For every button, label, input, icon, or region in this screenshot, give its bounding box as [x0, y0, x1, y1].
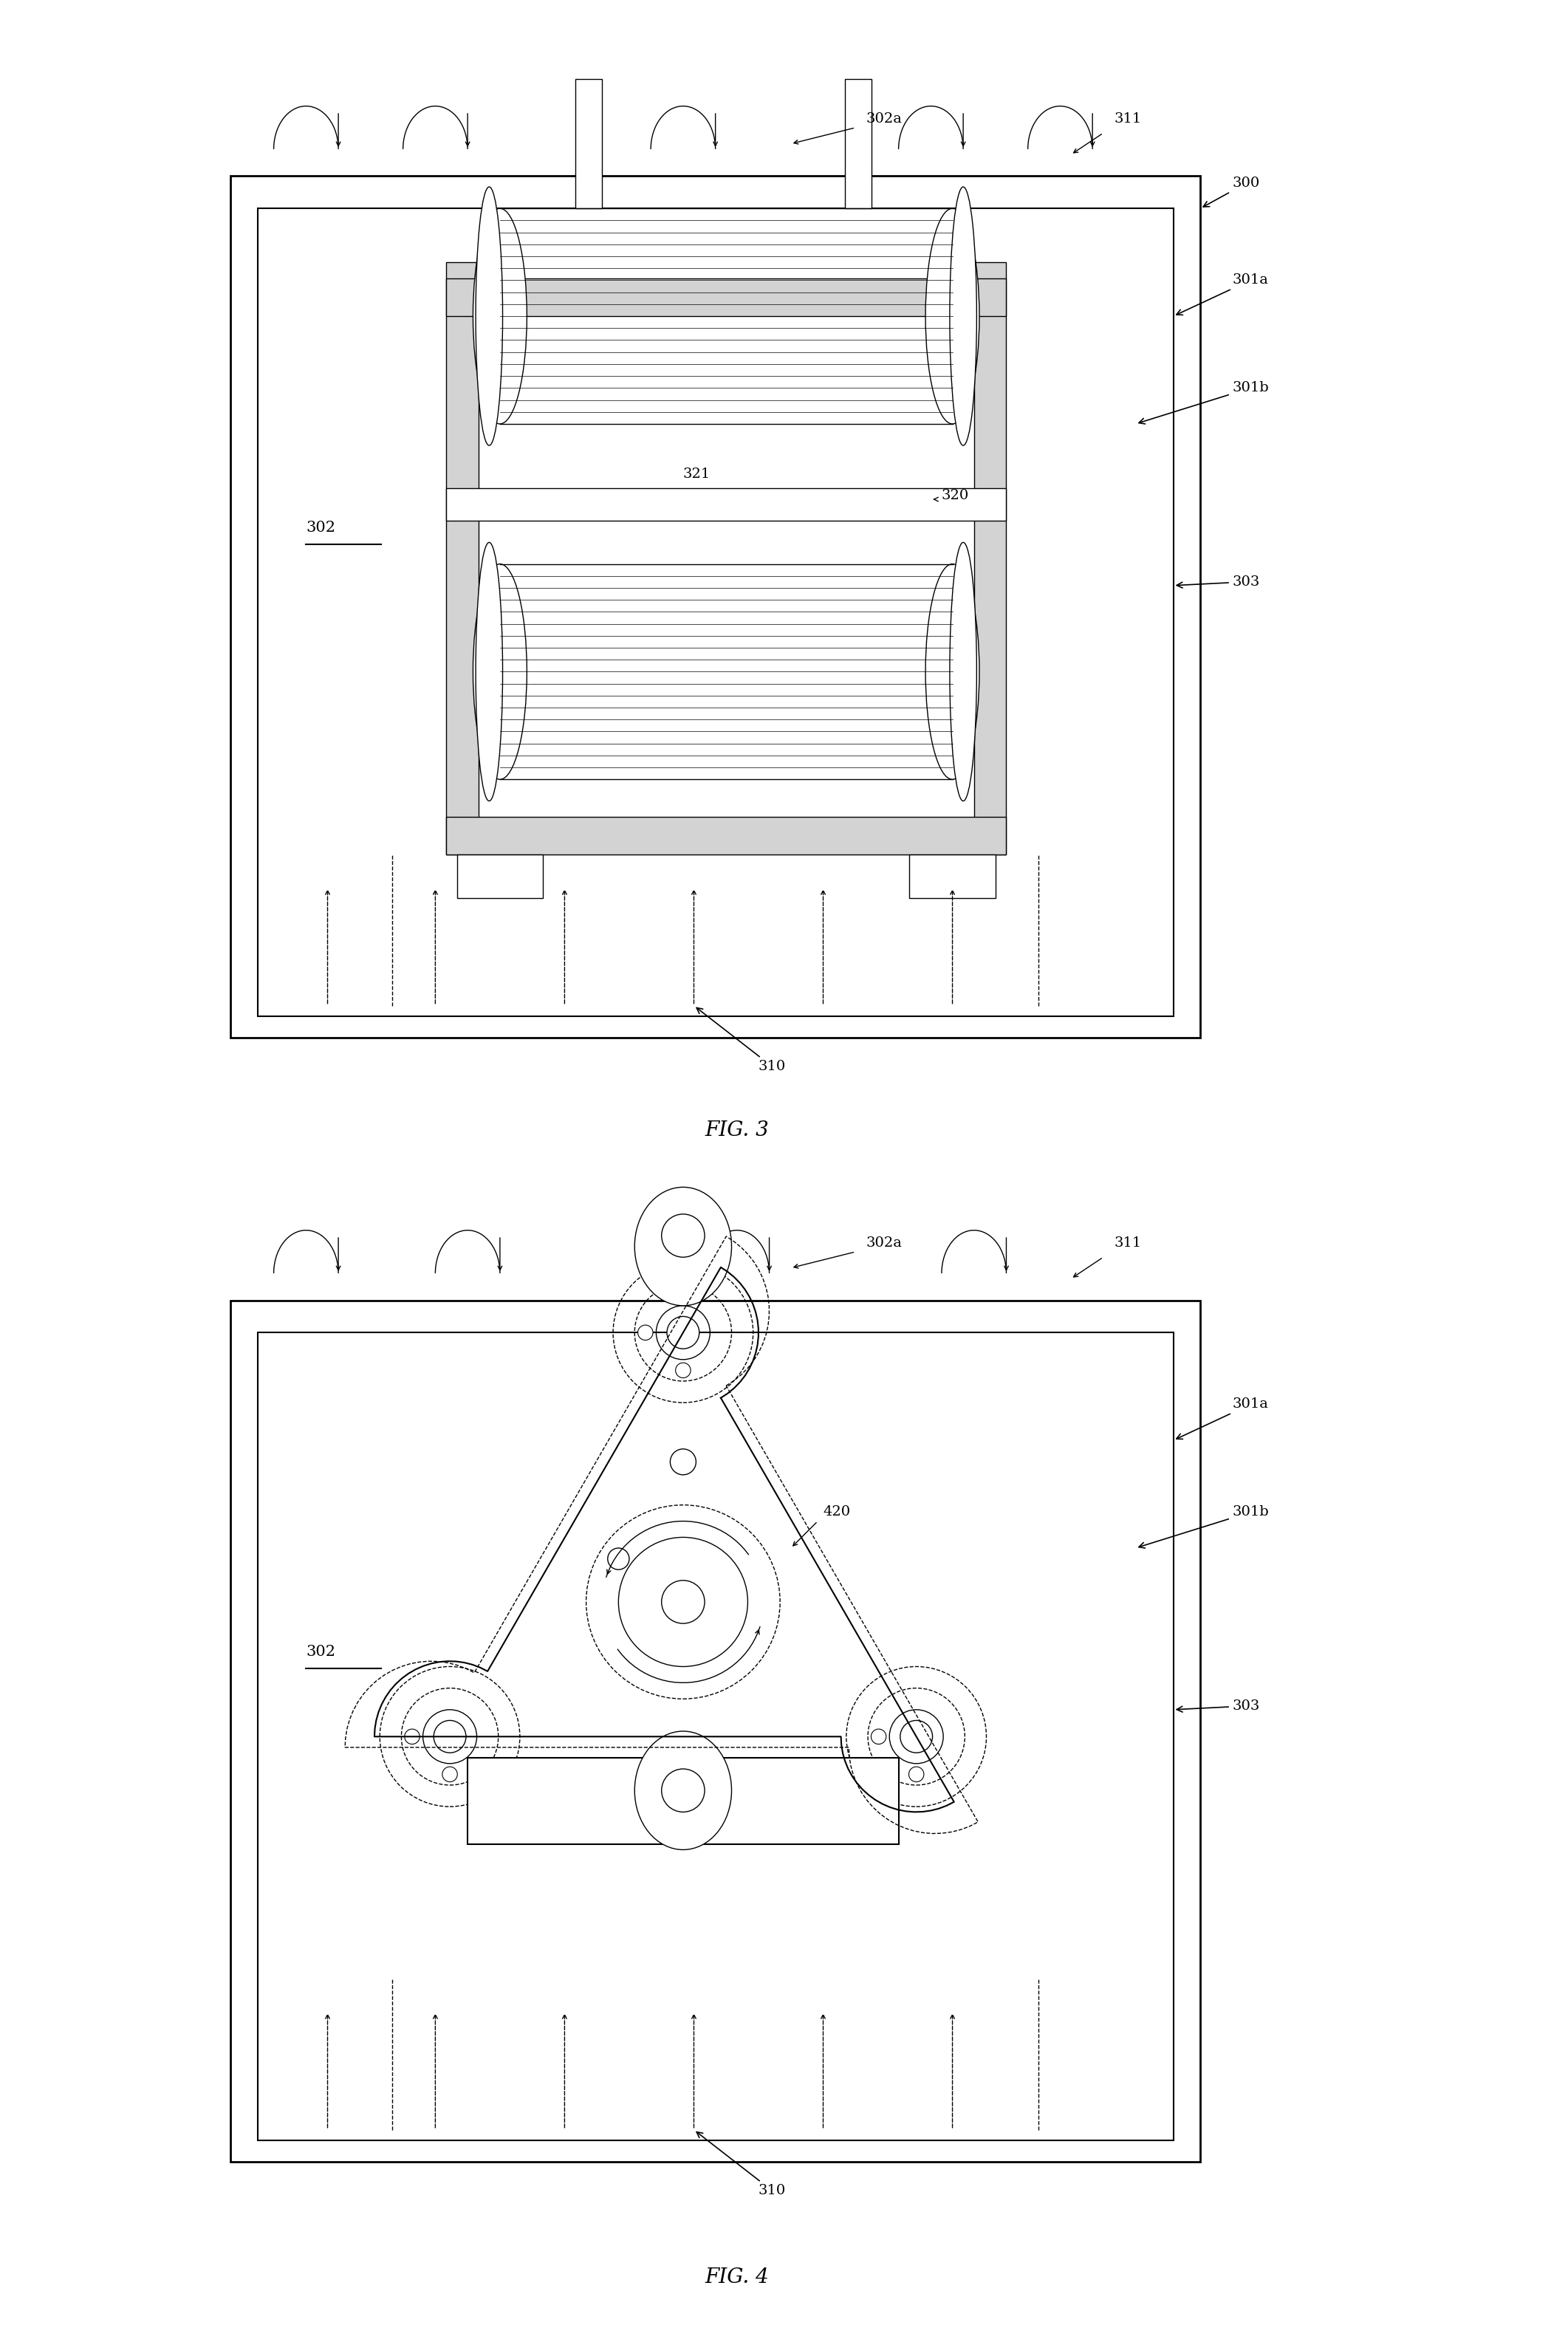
Ellipse shape: [635, 1731, 732, 1850]
Text: 303: 303: [1176, 576, 1261, 588]
Ellipse shape: [925, 564, 980, 780]
Text: FIG. 3: FIG. 3: [706, 1119, 768, 1141]
Ellipse shape: [474, 208, 527, 424]
Text: 320: 320: [942, 489, 969, 501]
Circle shape: [608, 1548, 629, 1569]
Circle shape: [662, 1581, 704, 1623]
Bar: [909, 855, 996, 897]
Text: 301b: 301b: [1138, 1506, 1269, 1548]
Circle shape: [434, 1721, 466, 1752]
Bar: [974, 262, 1007, 855]
Ellipse shape: [475, 543, 503, 801]
Bar: [257, 208, 1173, 1016]
Ellipse shape: [925, 208, 980, 424]
Bar: [445, 262, 478, 855]
Circle shape: [638, 1326, 652, 1340]
Circle shape: [662, 1768, 704, 1813]
Text: 302a: 302a: [866, 112, 902, 124]
Text: 303: 303: [1176, 1700, 1261, 1712]
Circle shape: [676, 1363, 690, 1377]
Ellipse shape: [475, 187, 503, 445]
Circle shape: [662, 1213, 704, 1258]
Bar: [257, 1333, 1173, 2141]
Bar: [445, 489, 1007, 520]
Text: 310: 310: [696, 2131, 786, 2197]
Ellipse shape: [950, 543, 977, 801]
Circle shape: [900, 1721, 933, 1752]
Circle shape: [670, 1450, 696, 1475]
Bar: [575, 80, 602, 208]
Bar: [230, 1300, 1200, 2162]
Text: 311: 311: [1113, 112, 1142, 124]
Text: 300: 300: [1203, 176, 1261, 206]
Ellipse shape: [950, 187, 977, 445]
Text: 311: 311: [1113, 1237, 1142, 1248]
Circle shape: [442, 1766, 458, 1782]
Text: 301a: 301a: [1176, 274, 1269, 314]
Text: 310: 310: [696, 1007, 786, 1073]
Bar: [845, 80, 872, 208]
Bar: [456, 855, 543, 897]
Bar: [230, 176, 1200, 1038]
Circle shape: [872, 1728, 886, 1745]
Circle shape: [405, 1728, 420, 1745]
Text: 321: 321: [684, 468, 710, 480]
Circle shape: [909, 1766, 924, 1782]
Text: 301b: 301b: [1138, 382, 1269, 424]
Text: 301a: 301a: [1176, 1398, 1269, 1438]
Ellipse shape: [474, 564, 527, 780]
Ellipse shape: [635, 1187, 732, 1307]
Text: 302: 302: [306, 520, 336, 534]
Bar: [445, 817, 1007, 855]
Text: FIG. 4: FIG. 4: [706, 2267, 768, 2288]
Circle shape: [666, 1316, 699, 1349]
Bar: [467, 1759, 898, 1843]
Text: 302: 302: [306, 1644, 336, 1658]
Text: 420: 420: [823, 1506, 850, 1518]
Bar: [445, 279, 1007, 316]
Text: 302a: 302a: [866, 1237, 902, 1248]
